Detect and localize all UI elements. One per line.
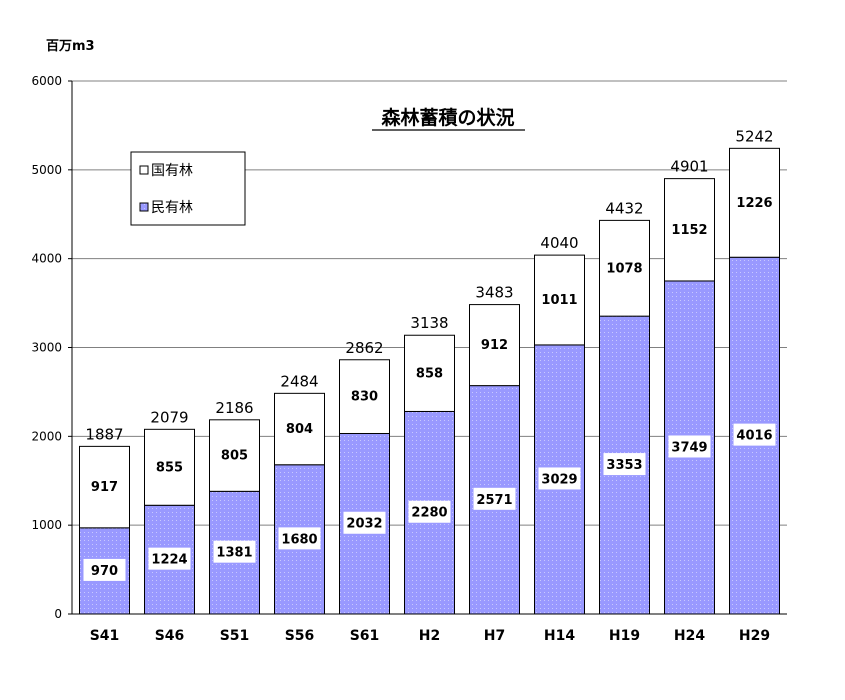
private-value-label-background [148, 547, 191, 570]
bar-national-forest [469, 304, 520, 387]
private-value-label: 3029 [541, 472, 577, 487]
private-value-label: 2280 [411, 506, 447, 521]
y-axis-ticks: 0 1000 2000 3000 4000 5000 6000 [31, 74, 72, 621]
x-category-label: H7 [484, 628, 505, 644]
y-tick-label: 4000 [31, 252, 62, 266]
national-value-label: 804 [286, 422, 313, 437]
bar-national-forest [339, 359, 390, 434]
bar-national-forest [664, 178, 715, 282]
private-value-label-background [83, 558, 126, 581]
private-value-label: 1224 [151, 553, 187, 568]
total-value-label: 5242 [735, 127, 773, 145]
x-category-label: S56 [285, 628, 315, 644]
national-value-label: 805 [221, 449, 248, 464]
private-value-label: 1680 [281, 532, 317, 547]
y-tick-label: 6000 [31, 74, 62, 88]
legend: 国有林 民有林 [130, 151, 246, 226]
private-value-label-background [278, 527, 321, 550]
x-category-label: S41 [90, 628, 120, 644]
national-value-label: 858 [416, 366, 443, 381]
x-category-label: S46 [155, 628, 185, 644]
y-tick-label: 5000 [31, 163, 62, 177]
private-value-label: 3749 [671, 440, 707, 455]
x-category-label: S51 [220, 628, 250, 644]
national-value-label: 830 [351, 390, 378, 405]
national-value-label: 1152 [671, 223, 707, 238]
private-value-label-background [343, 511, 386, 534]
total-value-label: 4040 [540, 234, 578, 252]
total-value-label: 2079 [150, 408, 188, 426]
private-value-label: 970 [91, 564, 118, 579]
x-category-label: S61 [350, 628, 380, 644]
private-value-label: 1381 [216, 546, 252, 561]
total-value-label: 2484 [280, 372, 318, 390]
x-category-label: H14 [544, 628, 575, 644]
private-value-label: 4016 [736, 429, 772, 444]
x-category-label: H24 [674, 628, 705, 644]
national-value-label: 912 [481, 338, 508, 353]
legend-box [130, 151, 246, 226]
private-value-label: 3353 [606, 458, 642, 473]
legend-swatch-national-forest [139, 165, 149, 175]
x-category-label: H19 [609, 628, 640, 644]
private-value-label: 2032 [346, 517, 382, 532]
y-tick-label: 2000 [31, 429, 62, 443]
x-axis-labels: S41 S46 S51 S56 S61 H2 H7 H14 H19 H24 H29 [90, 628, 770, 644]
private-value-label-background [733, 423, 776, 446]
national-value-label: 855 [156, 460, 183, 475]
national-value-label: 1011 [541, 293, 577, 308]
total-value-label: 3138 [410, 314, 448, 332]
private-value-label-background [473, 487, 516, 510]
national-value-label: 1078 [606, 261, 642, 276]
private-value-label-background [213, 540, 256, 563]
total-value-label: 4432 [605, 199, 643, 217]
bar-national-forest [599, 219, 650, 317]
bar-national-forest [729, 147, 780, 258]
x-category-label: H29 [739, 628, 770, 644]
legend-label-private-forest: 民有林 [151, 200, 193, 216]
x-category-label: H2 [419, 628, 440, 644]
private-value-label-background [408, 500, 451, 523]
bar-national-forest [79, 445, 130, 529]
y-axis-unit-label: 百万m3 [46, 39, 95, 54]
legend-label-national-forest: 国有林 [151, 163, 193, 179]
bar-national-forest [534, 254, 585, 346]
bars: 970 917 1887 1224 855 2079 1381 805 2186 1680 804 2… [79, 127, 780, 615]
bar-national-forest [209, 419, 260, 492]
total-value-label: 1887 [85, 425, 123, 443]
chart-title: 森林蓄積の状況 [381, 106, 514, 129]
total-value-label: 2862 [345, 339, 383, 357]
private-value-label: 2571 [476, 493, 512, 508]
national-value-label: 1226 [736, 196, 772, 211]
bar-national-forest [144, 428, 195, 506]
bar-national-forest [274, 392, 325, 466]
y-tick-label: 1000 [31, 518, 62, 532]
total-value-label: 4901 [670, 158, 708, 176]
private-value-label-background [538, 467, 581, 490]
y-tick-label: 0 [54, 607, 62, 621]
bar-national-forest [404, 334, 455, 412]
legend-swatch-private-forest [139, 202, 149, 212]
private-value-label-background [603, 453, 646, 476]
total-value-label: 3483 [475, 284, 513, 302]
total-value-label: 2186 [215, 399, 253, 417]
private-value-label-background [668, 435, 711, 458]
national-value-label: 917 [91, 480, 118, 495]
y-tick-label: 3000 [31, 341, 62, 355]
